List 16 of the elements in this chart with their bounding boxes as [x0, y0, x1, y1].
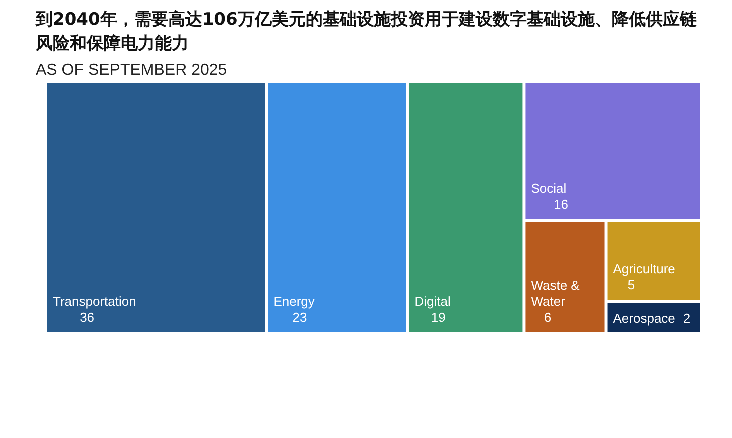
- category-label: Digital: [414, 294, 451, 309]
- data-label: 5: [628, 278, 636, 293]
- category-label: Transportation: [53, 294, 136, 309]
- data-label: 6: [544, 310, 552, 325]
- category-label: Agriculture: [613, 262, 676, 277]
- category-label: Social: [531, 181, 567, 196]
- data-label: 23: [292, 310, 308, 325]
- data-label: 19: [431, 310, 446, 325]
- text: 到2040年，需要高达106万亿美元的基础设施投资用于建设数字基础设施、降低供应链风险和保障电力能力: [34, 9, 698, 56]
- data-label: 36: [80, 310, 95, 325]
- category-label: Aerospace: [613, 310, 676, 326]
- category-label: Energy: [274, 294, 316, 309]
- text: AS OF SEPTEMBER 2025: [35, 61, 228, 80]
- data-label: 16: [554, 197, 568, 212]
- data-label: 2: [683, 310, 691, 326]
- category-label: Waste & Water: [531, 278, 580, 309]
